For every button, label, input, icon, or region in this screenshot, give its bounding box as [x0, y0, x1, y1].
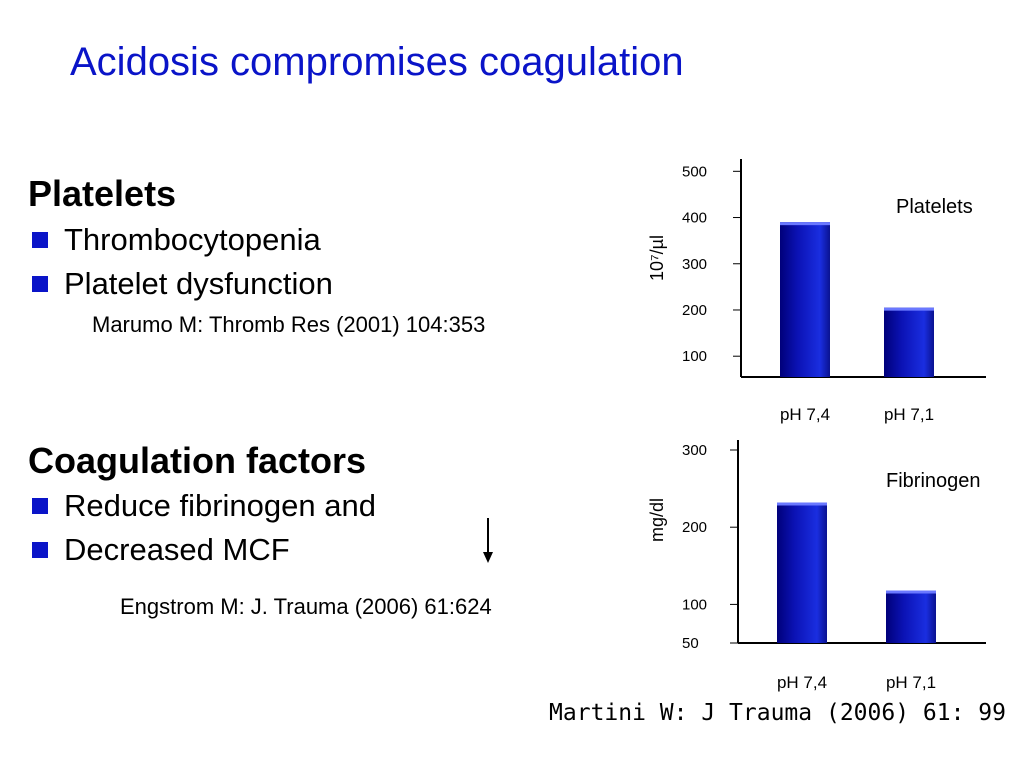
y-tick-label: 300 — [682, 442, 707, 459]
bar-top-highlight — [884, 307, 934, 311]
source-citation: Martini W: J Trauma (2006) 61: 99 — [549, 700, 1006, 726]
x-category-label: pH 7,4 — [780, 405, 830, 424]
bar-top-highlight — [886, 590, 936, 594]
platelets-chart: 100 200 300 400 500 pH 7,4 pH 7,1 10⁷/µl Platele… — [647, 159, 986, 424]
bar-ph-7-4 — [777, 502, 827, 643]
bullet-square-icon — [32, 498, 48, 514]
bullet-text: Reduce fibrinogen and — [64, 488, 376, 523]
x-category-label: pH 7,1 — [886, 673, 936, 692]
y-tick-label: 100 — [682, 348, 707, 365]
y-tick-label: 100 — [682, 596, 707, 613]
platelets-reference: Marumo M: Thromb Res (2001) 104:353 — [92, 312, 486, 337]
chart-title: Fibrinogen — [886, 470, 981, 492]
y-tick-label: 400 — [682, 210, 707, 227]
y-axis-label: mg/dl — [647, 498, 667, 542]
bullet-item-decreased-mcf: Decreased MCF — [32, 532, 290, 568]
y-tick-label: 200 — [682, 302, 707, 319]
bullet-square-icon — [32, 542, 48, 558]
x-category-label: pH 7,4 — [777, 673, 827, 692]
bullet-text: Platelet dysfunction — [64, 266, 333, 301]
bullet-text: Decreased MCF — [64, 532, 290, 567]
platelets-heading: Platelets — [28, 173, 177, 214]
y-tick-label: 500 — [682, 163, 707, 180]
y-tick-label: 50 — [682, 635, 699, 652]
bar-top-highlight — [777, 502, 827, 506]
down-arrow-icon — [483, 518, 493, 563]
bullet-item-reduce-fibrinogen: Reduce fibrinogen and — [32, 488, 376, 524]
slide-title: Acidosis compromises coagulation — [70, 40, 684, 84]
bullet-item-thrombocytopenia: Thrombocytopenia — [32, 222, 321, 258]
y-tick-label: 300 — [682, 256, 707, 273]
coagulation-heading: Coagulation factors — [28, 440, 367, 481]
bullet-text: Thrombocytopenia — [64, 222, 321, 257]
bullet-item-platelet-dysfunction: Platelet dysfunction — [32, 266, 333, 302]
bar-ph-7-4 — [780, 222, 830, 377]
coagulation-reference: Engstrom M: J. Trauma (2006) 61:624 — [120, 594, 492, 619]
bar-ph-7-1 — [884, 307, 934, 377]
chart-title: Platelets — [896, 196, 973, 218]
bar-top-highlight — [780, 222, 830, 226]
fibrinogen-chart: 50 100 200 300 pH 7,4 pH 7,1 mg/dl Fibrinogen — [647, 440, 986, 692]
bullet-square-icon — [32, 276, 48, 292]
y-tick-label: 200 — [682, 519, 707, 536]
bullet-square-icon — [32, 232, 48, 248]
y-axis-label: 10⁷/µl — [647, 235, 667, 281]
x-category-label: pH 7,1 — [884, 405, 934, 424]
bar-ph-7-1 — [886, 590, 936, 643]
